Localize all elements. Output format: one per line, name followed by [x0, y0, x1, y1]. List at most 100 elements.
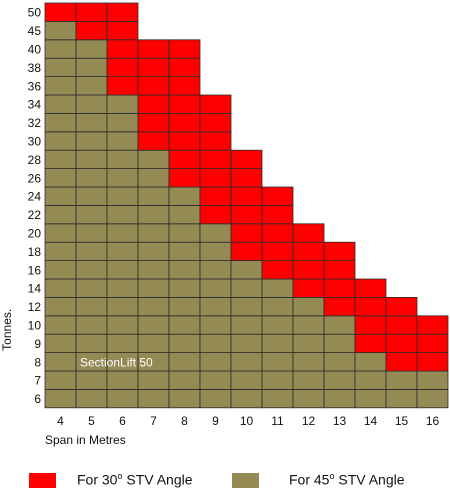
cell-45: [292, 370, 325, 390]
cell-30: [199, 149, 232, 169]
cell-45: [75, 296, 108, 317]
cell-30: [261, 260, 294, 280]
cell-45: [44, 333, 77, 354]
y-tick-label: 9: [34, 337, 41, 351]
y-tick-label: 12: [28, 300, 42, 314]
cell-30: [323, 260, 356, 280]
cell-45: [106, 278, 139, 298]
cell-45: [385, 388, 418, 409]
y-tick-label: 32: [28, 116, 42, 130]
cell-45: [354, 370, 387, 390]
cell-30: [137, 57, 170, 78]
cell-30: [137, 131, 170, 151]
x-tick-label: 16: [426, 414, 440, 428]
cell-45: [230, 388, 263, 409]
cell-45: [323, 315, 356, 335]
cell-45: [75, 168, 108, 188]
cell-30: [44, 2, 77, 22]
legend: For 30o STV Angle For 45o STV Angle: [0, 467, 450, 491]
cell-45: [44, 39, 77, 59]
cell-30: [261, 241, 294, 261]
y-tick-label: 10: [28, 319, 42, 333]
cell-45: [75, 315, 108, 335]
cell-30: [137, 94, 170, 114]
cell-30: [106, 2, 139, 22]
cell-30: [354, 315, 387, 335]
cell-45: [44, 278, 77, 298]
cell-45: [44, 57, 77, 78]
cell-30: [168, 113, 201, 133]
cell-45: [199, 260, 232, 280]
cell-45: [199, 352, 232, 372]
cell-45: [106, 131, 139, 151]
cell-45: [137, 260, 170, 280]
y-tick-label: 28: [28, 153, 42, 167]
cell-45: [75, 333, 108, 354]
cell-45: [137, 333, 170, 354]
y-tick-label: 30: [28, 135, 42, 149]
legend-label-45-prefix: For 45: [289, 471, 330, 488]
cell-45: [44, 204, 77, 225]
cell-45: [137, 278, 170, 298]
cell-45: [199, 370, 232, 390]
cell-45: [44, 315, 77, 335]
cell-30: [199, 94, 232, 114]
y-tick-label: 8: [34, 355, 41, 369]
legend-swatch-30: [29, 473, 56, 488]
cell-45: [168, 388, 201, 409]
x-tick-label: 7: [150, 414, 157, 428]
cell-45: [354, 352, 387, 372]
cell-30: [75, 2, 108, 22]
x-tick-label: 9: [212, 414, 219, 428]
cell-30: [137, 76, 170, 96]
cell-45: [75, 94, 108, 114]
cell-30: [292, 260, 325, 280]
cell-45: [168, 296, 201, 317]
legend-label-30-prefix: For 30: [77, 471, 118, 488]
cell-30: [323, 296, 356, 317]
cell-30: [261, 204, 294, 225]
cell-45: [199, 388, 232, 409]
cell-30: [416, 315, 449, 335]
cell-30: [168, 57, 201, 78]
cell-45: [230, 296, 263, 317]
cell-45: [75, 149, 108, 169]
cell-45: [261, 352, 294, 372]
cell-30: [385, 315, 418, 335]
cell-45: [168, 278, 201, 298]
cell-45: [137, 388, 170, 409]
cell-45: [168, 260, 201, 280]
x-tick-label: 15: [395, 414, 409, 428]
cell-30: [230, 149, 263, 169]
cell-45: [44, 149, 77, 169]
cell-45: [44, 260, 77, 280]
cell-30: [292, 223, 325, 243]
y-tick-label: 6: [34, 392, 41, 406]
cell-45: [323, 333, 356, 354]
cell-45: [261, 388, 294, 409]
cell-45: [199, 278, 232, 298]
cell-45: [292, 315, 325, 335]
cell-45: [230, 333, 263, 354]
cell-45: [168, 352, 201, 372]
cell-45: [230, 278, 263, 298]
y-tick-label: 20: [28, 227, 42, 241]
cell-45: [137, 315, 170, 335]
cell-45: [106, 333, 139, 354]
cell-45: [75, 278, 108, 298]
cell-45: [106, 296, 139, 317]
cell-30: [292, 241, 325, 261]
cell-30: [106, 39, 139, 59]
x-tick-label: 12: [302, 414, 316, 428]
y-tick-label: 16: [28, 263, 42, 277]
cell-45: [230, 352, 263, 372]
cell-30: [168, 149, 201, 169]
cell-45: [230, 260, 263, 280]
cell-45: [385, 370, 418, 390]
cell-30: [106, 57, 139, 78]
x-tick-label: 14: [364, 414, 378, 428]
cell-45: [44, 186, 77, 206]
cell-45: [137, 223, 170, 243]
cell-30: [385, 333, 418, 354]
